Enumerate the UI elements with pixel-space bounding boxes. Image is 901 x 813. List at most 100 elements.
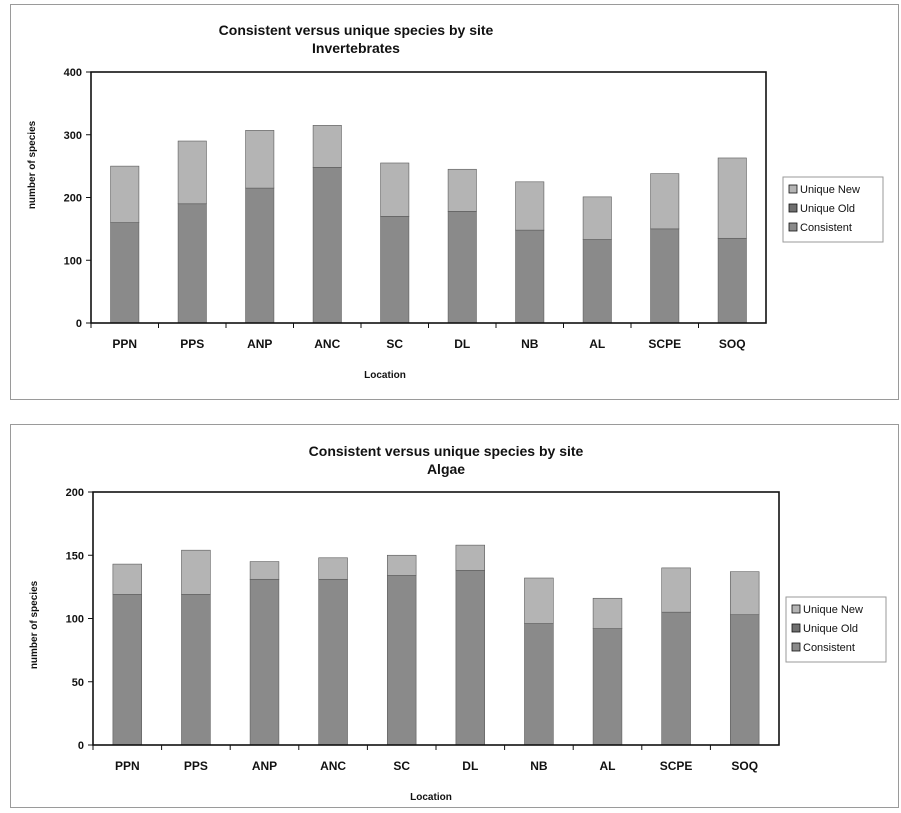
y-tick-label: 100 xyxy=(64,255,82,267)
x-axis-title: Location xyxy=(410,792,452,803)
bar-consistent-soq xyxy=(717,237,747,324)
bar-unique-new-ppn xyxy=(110,165,140,223)
y-tick-label: 0 xyxy=(78,740,84,752)
chart-subtitle: Invertebrates xyxy=(312,40,400,56)
legend-swatch-unique-old xyxy=(788,203,798,213)
chart-algae: Consistent versus unique species by site… xyxy=(29,443,887,803)
x-tick-label: AL xyxy=(589,337,605,351)
y-axis-title: number of species xyxy=(27,120,38,209)
legend-label-unique-old: Unique Old xyxy=(800,203,855,215)
x-tick-label: NB xyxy=(530,759,548,773)
x-tick-label: SC xyxy=(393,759,410,773)
bar-unique-new-soq xyxy=(729,571,760,616)
y-tick-label: 400 xyxy=(64,67,82,79)
y-tick-label: 150 xyxy=(66,550,84,562)
y-tick-label: 100 xyxy=(66,614,84,626)
bar-consistent-dl xyxy=(455,570,486,746)
bar-unique-new-dl xyxy=(447,168,477,212)
legend-swatch-consistent xyxy=(791,642,801,652)
bar-consistent-scpe xyxy=(661,611,691,746)
bar-consistent-anc xyxy=(312,167,342,324)
bar-unique-new-ppn xyxy=(112,563,143,595)
bar-unique-new-dl xyxy=(455,544,486,571)
legend-label-unique-new: Unique New xyxy=(803,604,863,616)
bar-consistent-nb xyxy=(515,229,545,324)
bar-unique-new-scpe xyxy=(661,567,691,613)
bar-consistent-al xyxy=(582,239,612,324)
y-tick-label: 300 xyxy=(64,130,82,142)
x-tick-label: PPS xyxy=(180,337,204,351)
bar-unique-new-nb xyxy=(515,181,545,231)
chart-panel-algae: Consistent versus unique species by site… xyxy=(10,424,899,808)
legend-box xyxy=(782,176,884,243)
legend-swatch-unique-old xyxy=(791,623,801,633)
bar-unique-new-pps xyxy=(177,140,207,205)
legend-label-unique-old: Unique Old xyxy=(803,623,858,635)
legend-label-unique-new: Unique New xyxy=(800,184,860,196)
x-tick-label: DL xyxy=(454,337,470,351)
chart-invertebrates: Consistent versus unique species by site… xyxy=(27,22,884,381)
x-tick-label: SCPE xyxy=(648,337,681,351)
x-tick-label: ANC xyxy=(320,759,346,773)
chart-title: Consistent versus unique species by site xyxy=(219,22,494,38)
chart-title: Consistent versus unique species by site xyxy=(309,443,584,459)
legend-label-consistent: Consistent xyxy=(803,642,855,654)
bar-unique-new-scpe xyxy=(650,173,680,230)
bar-unique-new-al xyxy=(592,597,623,629)
y-tick-label: 50 xyxy=(72,677,84,689)
x-tick-label: SC xyxy=(386,337,403,351)
y-axis-title: number of species xyxy=(29,580,40,669)
bar-consistent-pps xyxy=(181,594,211,746)
legend: Unique New Unique Old Consistent xyxy=(782,176,884,243)
plot-frame xyxy=(92,491,780,746)
y-tick-label: 0 xyxy=(76,318,82,330)
bar-unique-new-anp xyxy=(245,130,275,189)
bar-unique-new-sc xyxy=(380,162,410,217)
bar-unique-new-soq xyxy=(717,157,747,239)
bar-unique-new-pps xyxy=(181,549,211,595)
legend-swatch-consistent xyxy=(788,222,798,232)
bar-consistent-soq xyxy=(729,614,760,746)
x-tick-label: ANP xyxy=(252,759,277,773)
legend-label-consistent: Consistent xyxy=(800,222,852,234)
plot-area: 0 50 100 150 200 PPN PPS ANP ANC SC DL NB AL SCPE SOQ xyxy=(66,487,780,773)
x-tick-label: NB xyxy=(521,337,539,351)
plot-frame xyxy=(90,71,767,324)
x-tick-label: DL xyxy=(462,759,478,773)
bar-consistent-anp xyxy=(249,578,280,746)
bar-consistent-scpe xyxy=(650,228,680,324)
bar-consistent-pps xyxy=(177,203,207,324)
bar-unique-new-nb xyxy=(524,577,554,624)
bar-consistent-sc xyxy=(380,216,410,324)
legend-swatch-unique-new xyxy=(791,604,801,614)
x-tick-label: SOQ xyxy=(731,759,758,773)
x-tick-label: SCPE xyxy=(660,759,693,773)
bar-consistent-al xyxy=(592,628,623,746)
bar-consistent-anp xyxy=(245,187,275,324)
bar-consistent-ppn xyxy=(112,594,143,746)
plot-area: 0 100 200 300 400 PPN PPS ANP ANC SC DL NB AL SCPE SOQ xyxy=(64,67,767,351)
chart-subtitle: Algae xyxy=(427,461,465,477)
bar-unique-new-anc xyxy=(312,125,342,168)
x-tick-label: ANC xyxy=(314,337,340,351)
x-tick-label: PPN xyxy=(115,759,140,773)
bar-consistent-anc xyxy=(318,578,348,746)
chart-panel-invertebrates: Consistent versus unique species by site… xyxy=(10,4,899,400)
bar-consistent-nb xyxy=(524,623,554,746)
y-tick-label: 200 xyxy=(66,487,84,499)
x-axis-title: Location xyxy=(364,370,406,381)
x-tick-label: ANP xyxy=(247,337,272,351)
x-tick-label: PPS xyxy=(184,759,208,773)
legend-swatch-unique-new xyxy=(788,184,798,194)
bar-unique-new-anc xyxy=(318,557,348,580)
x-tick-label: PPN xyxy=(112,337,137,351)
x-tick-label: AL xyxy=(600,759,616,773)
bar-unique-new-anp xyxy=(249,561,280,580)
bar-consistent-dl xyxy=(447,211,477,324)
bar-consistent-ppn xyxy=(110,222,140,324)
bar-consistent-sc xyxy=(386,575,417,746)
bar-unique-new-al xyxy=(582,196,612,240)
legend-box xyxy=(785,596,887,663)
y-tick-label: 200 xyxy=(64,193,82,205)
